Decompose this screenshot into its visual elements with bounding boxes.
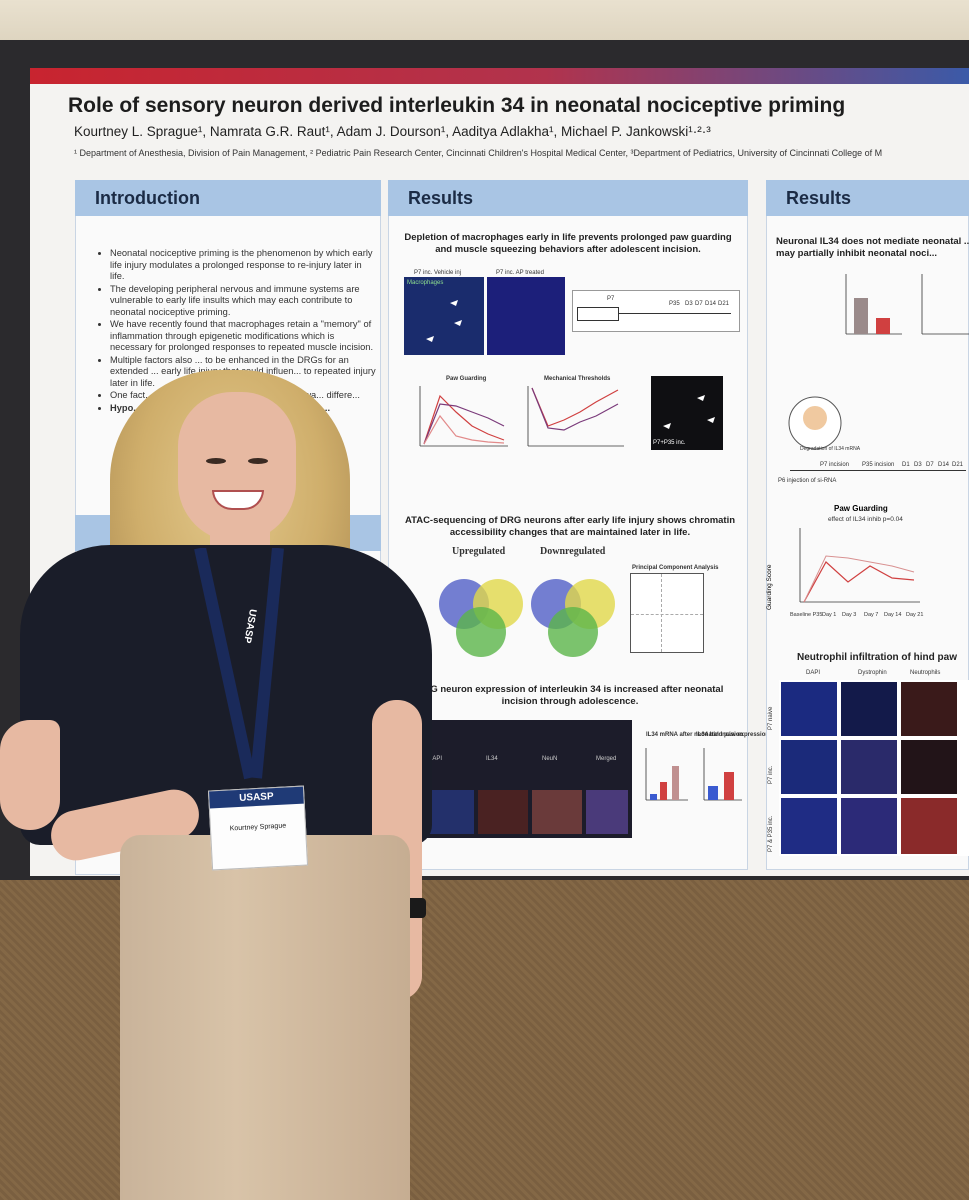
- bar-title-hindpaw: IL34 hind paw expression: [696, 732, 770, 738]
- timeline-label: P35 incision: [862, 462, 895, 468]
- results1-caption-atac: ATAC-sequencing of DRG neurons after ear…: [404, 515, 736, 538]
- venn-diagram-downregulated: [531, 579, 615, 657]
- timeline-label: D3: [685, 301, 693, 307]
- pca-title: Principal Component Analysis: [632, 565, 719, 571]
- effect-annotation: effect of IL34 inhib p=0.04: [828, 516, 903, 523]
- timeline-label: D14: [938, 462, 950, 468]
- timeline-label: D14: [705, 301, 717, 307]
- stain-label: DAPI: [428, 756, 443, 762]
- right-eye: [248, 458, 268, 464]
- row-label: P7 naive: [768, 706, 774, 730]
- timeline-label: P7: [607, 296, 615, 302]
- paw-guarding-title: Paw Guarding: [834, 504, 888, 513]
- results2-timeline: [790, 470, 966, 471]
- timeline-sub-label: P6 injection of si-RNA: [778, 478, 837, 484]
- poster-header-bar: [30, 68, 969, 84]
- chart-title-mechanical: Mechanical Thresholds: [544, 376, 611, 382]
- experimental-timeline: P7 P35 D3 D7 D14 D21: [572, 290, 740, 332]
- neutrophil-stain-grid: [779, 680, 969, 856]
- poster-title: Role of sensory neuron derived interleuk…: [68, 94, 846, 117]
- micrograph-ap-treated: [487, 277, 565, 355]
- il34-hindpaw-bar-chart: [703, 748, 742, 801]
- xtick: Baseline P35: [790, 612, 823, 618]
- results-heading-2: Results: [766, 180, 969, 216]
- drg-stain-grid: DAPI IL34 NeuN Merged: [420, 720, 632, 838]
- chart-title-paw-guarding: Paw Guarding: [446, 376, 487, 382]
- xtick: Day 14: [884, 612, 902, 618]
- micro-label-vehicle: P7 inc. Vehicle inj: [414, 270, 462, 276]
- timeline-label: P35: [669, 301, 680, 307]
- stain-col-label: Neutrophils: [910, 670, 941, 676]
- timeline-label: D7: [926, 462, 934, 468]
- badge-org: USASP: [209, 786, 304, 809]
- results1-caption-macrophage: Depletion of macrophages early in life p…: [404, 232, 732, 255]
- timeline-label: P7 incision: [820, 462, 850, 468]
- macrophage-arrows: [426, 300, 462, 342]
- timeline-label: D21: [952, 462, 964, 468]
- poster-affiliations: ¹ Department of Anesthesia, Division of …: [74, 148, 883, 158]
- pca-plot: [630, 573, 704, 653]
- neutrophil-caption: Neutrophil infiltration of hind paw: [797, 652, 957, 663]
- guarding-ylabel: Guarding Score: [766, 564, 773, 610]
- stain-col-label: DAPI: [806, 670, 821, 676]
- lanyard: [194, 548, 284, 780]
- venn-downregulated-label: Downregulated: [540, 546, 606, 557]
- venn-diagram-upregulated: [439, 579, 523, 657]
- person-trousers: [120, 835, 410, 1200]
- person-face: [178, 392, 296, 542]
- mechanical-threshold-line-chart: [527, 386, 624, 447]
- macrophage-stain-label: Macrophages: [407, 280, 444, 286]
- timeline-label: D7: [695, 301, 703, 307]
- timeline-label: D3: [914, 462, 922, 468]
- name-badge: USASP Kourtney Sprague: [207, 785, 309, 871]
- stain-label: IL34: [486, 756, 498, 762]
- intro-bullet: The developing peripheral nervous and im…: [110, 284, 378, 319]
- inset-micrograph: P7+P35 inc.: [651, 376, 723, 450]
- venn-upregulated-label: Upregulated: [452, 546, 506, 557]
- results2-paw-guarding-chart: [799, 528, 920, 603]
- poster-authors: Kourtney L. Sprague¹, Namrata G.R. Raut¹…: [74, 124, 711, 139]
- stain-col-label: Dystrophin: [858, 670, 887, 676]
- inset-label: P7+P35 inc.: [653, 440, 686, 446]
- badge-name: Kourtney Sprague: [229, 822, 287, 833]
- stain-label: NeuN: [542, 756, 558, 762]
- results1-caption-il34: DRG neuron expression of interleukin 34 …: [416, 684, 724, 707]
- micro-label-ap: P7 inc. AP treated: [496, 270, 544, 276]
- xtick: Day 1: [822, 612, 837, 618]
- row-label: P7 & P35 inc.: [768, 815, 774, 852]
- stain-label: Merged: [596, 756, 617, 762]
- results2-guarding-chart: [921, 274, 969, 335]
- results2-caption-il34: Neuronal IL34 does not mediate neonatal …: [776, 236, 969, 259]
- left-eye: [206, 458, 226, 464]
- il34-mrna-bar-chart: [645, 748, 688, 801]
- row-label: P7 inc.: [768, 765, 774, 784]
- timeline-label: D1: [902, 462, 910, 468]
- xtick: Day 21: [906, 612, 924, 618]
- left-arm: [0, 720, 60, 830]
- results2-bar-chart: [845, 274, 902, 335]
- degradation-label: Degradation of IL34 mRNA: [800, 446, 861, 452]
- xtick: Day 3: [842, 612, 857, 618]
- introduction-heading: Introduction: [75, 180, 381, 216]
- micrograph-vehicle: Macrophages: [404, 277, 484, 355]
- bar-title-mrna: IL34 mRNA after neonatal incision: [646, 732, 744, 738]
- xtick: Day 7: [864, 612, 879, 618]
- results-heading-1: Results: [388, 180, 748, 216]
- neuron-illustration: [788, 396, 842, 450]
- paw-guarding-line-chart: [419, 386, 508, 447]
- intro-bullet: Neonatal nociceptive priming is the phen…: [110, 248, 378, 283]
- timeline-label: D21: [718, 301, 730, 307]
- intro-bullet: We have recently found that macrophages …: [110, 319, 378, 354]
